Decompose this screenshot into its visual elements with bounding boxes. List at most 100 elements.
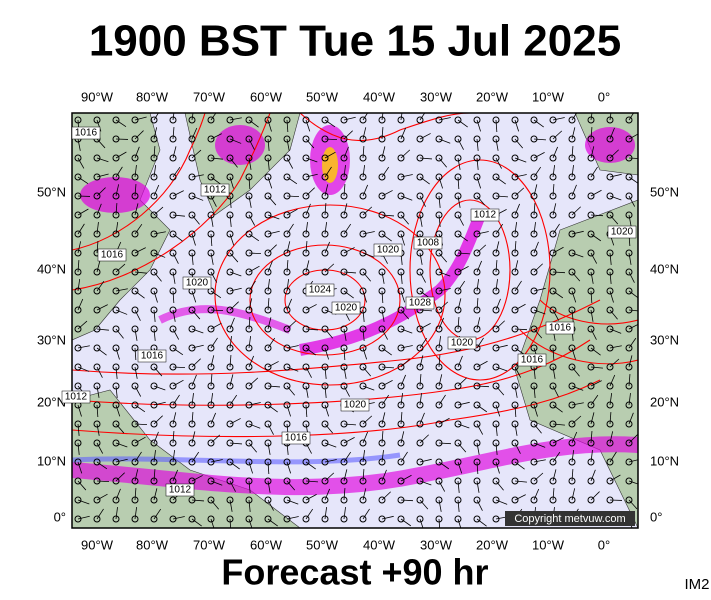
barb [571, 271, 581, 282]
barb [229, 176, 234, 189]
station [131, 515, 139, 523]
barb [343, 116, 356, 121]
barb [115, 328, 124, 339]
barb [419, 157, 432, 160]
barb [267, 195, 277, 206]
barb [362, 231, 375, 235]
station [112, 287, 120, 295]
station [568, 401, 576, 409]
station [492, 515, 500, 523]
lat-label-left: 20°N [37, 394, 66, 409]
station [378, 477, 386, 485]
barb [134, 165, 137, 178]
station [283, 496, 291, 504]
station [264, 116, 272, 124]
barb [172, 516, 185, 520]
barb [514, 203, 520, 216]
barb [267, 461, 270, 474]
station [397, 135, 405, 143]
barb [115, 507, 118, 520]
barb [381, 431, 384, 444]
station [188, 230, 196, 238]
title: 1900 BST Tue 15 Jul 2025 [89, 17, 621, 66]
isobar-label-box [517, 353, 547, 367]
lat-label-right: 40°N [650, 261, 679, 276]
barb [362, 469, 365, 482]
lon-label-bottom: 80°W [136, 537, 169, 552]
barb [552, 437, 564, 444]
barb [172, 394, 180, 406]
station [397, 439, 405, 447]
barb [438, 271, 451, 277]
station [378, 268, 386, 276]
barb [533, 459, 546, 463]
station [549, 154, 557, 162]
barb [77, 345, 90, 349]
land [72, 113, 171, 341]
barb [590, 347, 601, 356]
barb [286, 176, 298, 185]
barb [324, 328, 334, 339]
lon-label-top: 40°W [363, 89, 396, 104]
station [625, 287, 633, 295]
barb [286, 208, 298, 216]
barb [438, 417, 450, 425]
station [454, 287, 462, 295]
station [302, 154, 310, 162]
station [264, 249, 272, 257]
station [150, 116, 158, 124]
barb [172, 252, 179, 264]
barb [400, 271, 403, 284]
station [587, 249, 595, 257]
barb [153, 146, 156, 159]
station [625, 420, 633, 428]
isobar-label: 1016 [521, 355, 544, 366]
barb [96, 203, 102, 216]
station [416, 249, 424, 257]
barb [362, 347, 368, 360]
station [549, 306, 557, 314]
station [378, 325, 386, 333]
barb [115, 404, 121, 417]
barb [191, 412, 194, 425]
station [492, 325, 500, 333]
barb [267, 404, 278, 413]
barb [229, 355, 232, 368]
lon-label-bottom: 90°W [81, 537, 114, 552]
station [112, 268, 120, 276]
barb [533, 442, 546, 448]
barb [229, 252, 239, 263]
barb [134, 436, 146, 444]
station [188, 458, 196, 466]
barb [191, 113, 194, 121]
barb [495, 298, 501, 311]
station [188, 382, 196, 390]
station [454, 230, 462, 238]
barb [362, 184, 369, 197]
barb [324, 472, 335, 482]
station [587, 420, 595, 428]
station [435, 135, 443, 143]
station [473, 249, 481, 257]
barb [153, 184, 160, 197]
station [511, 382, 519, 390]
barb [590, 366, 603, 369]
station [302, 192, 310, 200]
station [150, 249, 158, 257]
station [416, 439, 424, 447]
barb [419, 434, 429, 444]
station [188, 325, 196, 333]
station [492, 135, 500, 143]
station [492, 306, 500, 314]
barb [172, 379, 184, 387]
barb [400, 451, 408, 463]
barb [571, 184, 577, 197]
station [473, 363, 481, 371]
barb [609, 451, 617, 463]
barb [400, 328, 413, 334]
barb [134, 247, 146, 254]
barb [438, 252, 448, 263]
barb [495, 119, 498, 132]
station [93, 344, 101, 352]
station [150, 135, 158, 143]
